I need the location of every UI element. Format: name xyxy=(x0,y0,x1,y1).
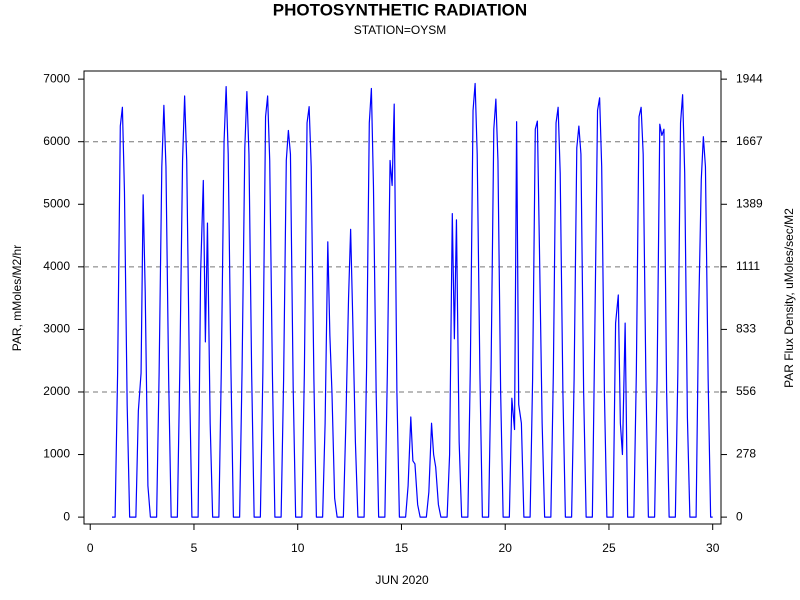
y-tick-label: 7000 xyxy=(43,71,70,85)
x-tick-label: 25 xyxy=(602,541,616,555)
y2-axis-label: PAR Flux Density, uMoles/sec/M2 xyxy=(782,208,796,388)
y2-tick-label: 1667 xyxy=(736,134,763,148)
y-tick-label: 3000 xyxy=(43,322,70,336)
x-tick-label: 20 xyxy=(499,541,513,555)
x-tick-label: 30 xyxy=(706,541,720,555)
y2-tick-label: 1944 xyxy=(736,71,763,85)
x-tick-label: 10 xyxy=(291,541,305,555)
chart-title: PHOTOSYNTHETIC RADIATION xyxy=(273,0,527,19)
x-tick-label: 5 xyxy=(191,541,198,555)
y-tick-label: 1000 xyxy=(43,447,70,461)
y2-tick-label: 0 xyxy=(736,509,743,523)
data-line xyxy=(112,82,713,518)
y2-tick-label: 1111 xyxy=(736,259,760,273)
chart-subtitle: STATION=OYSM xyxy=(354,23,447,37)
y-tick-label: 5000 xyxy=(43,196,70,210)
y-tick-label: 2000 xyxy=(43,384,70,398)
y-tick-label: 4000 xyxy=(43,259,70,273)
x-tick-label: 0 xyxy=(87,541,94,555)
y-tick-label: 0 xyxy=(63,509,70,523)
x-axis-label: JUN 2020 xyxy=(375,573,429,587)
y-axis-label: PAR, mMoles/M2/hr xyxy=(10,245,24,351)
y2-tick-label: 1389 xyxy=(736,196,763,210)
y2-tick-label: 833 xyxy=(736,322,756,336)
y2-tick-label: 278 xyxy=(736,447,756,461)
y2-tick-label: 556 xyxy=(736,384,756,398)
x-tick-label: 15 xyxy=(395,541,409,555)
y-tick-label: 6000 xyxy=(43,134,70,148)
plot-frame xyxy=(83,70,722,525)
